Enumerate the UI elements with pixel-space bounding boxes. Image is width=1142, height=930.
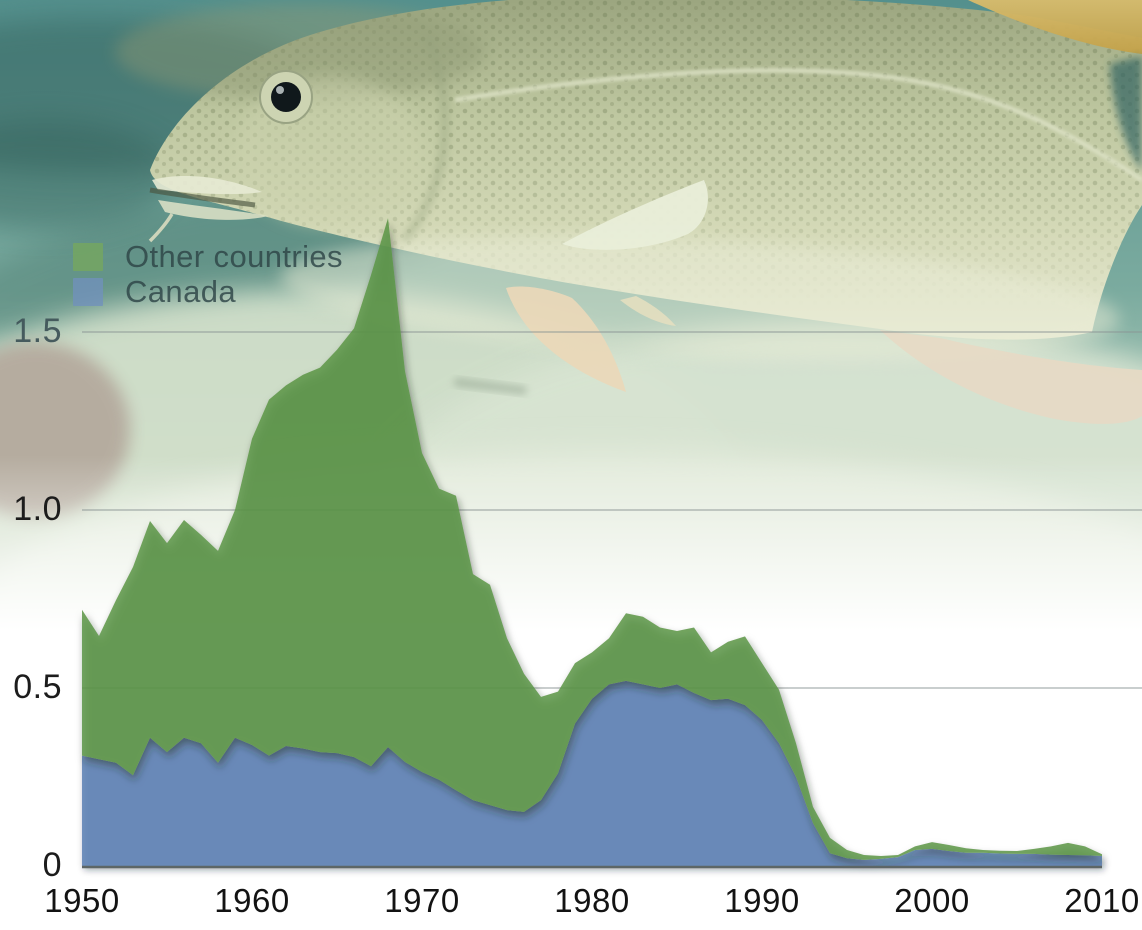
legend-swatch-other-countries — [73, 243, 103, 271]
legend-swatch-canada — [73, 278, 103, 306]
legend: Other countries Canada — [73, 239, 343, 312]
pelvic-fin — [506, 286, 626, 392]
pectoral-fin — [562, 180, 708, 250]
anal-fin — [880, 330, 1142, 424]
fish-barbel — [148, 213, 174, 243]
cod-fish — [115, 0, 1142, 424]
driftwood — [454, 378, 527, 395]
legend-label-other-countries: Other countries — [125, 239, 343, 274]
legend-item-other-countries: Other countries — [73, 239, 343, 274]
water-wedge — [1110, 56, 1142, 172]
lateral-line — [454, 68, 1142, 182]
legend-item-canada: Canada — [73, 274, 343, 309]
area-canada — [82, 680, 1102, 866]
dorsal-fin — [968, 0, 1142, 54]
fish-eye — [259, 70, 313, 124]
head-shading — [115, 4, 485, 100]
fish-mouth — [148, 175, 268, 243]
legend-label-canada: Canada — [125, 274, 236, 309]
gill-cover-edge — [401, 34, 449, 243]
area-other-countries — [82, 218, 1102, 860]
small-fin — [620, 296, 676, 326]
belly-highlight — [280, 236, 1120, 360]
